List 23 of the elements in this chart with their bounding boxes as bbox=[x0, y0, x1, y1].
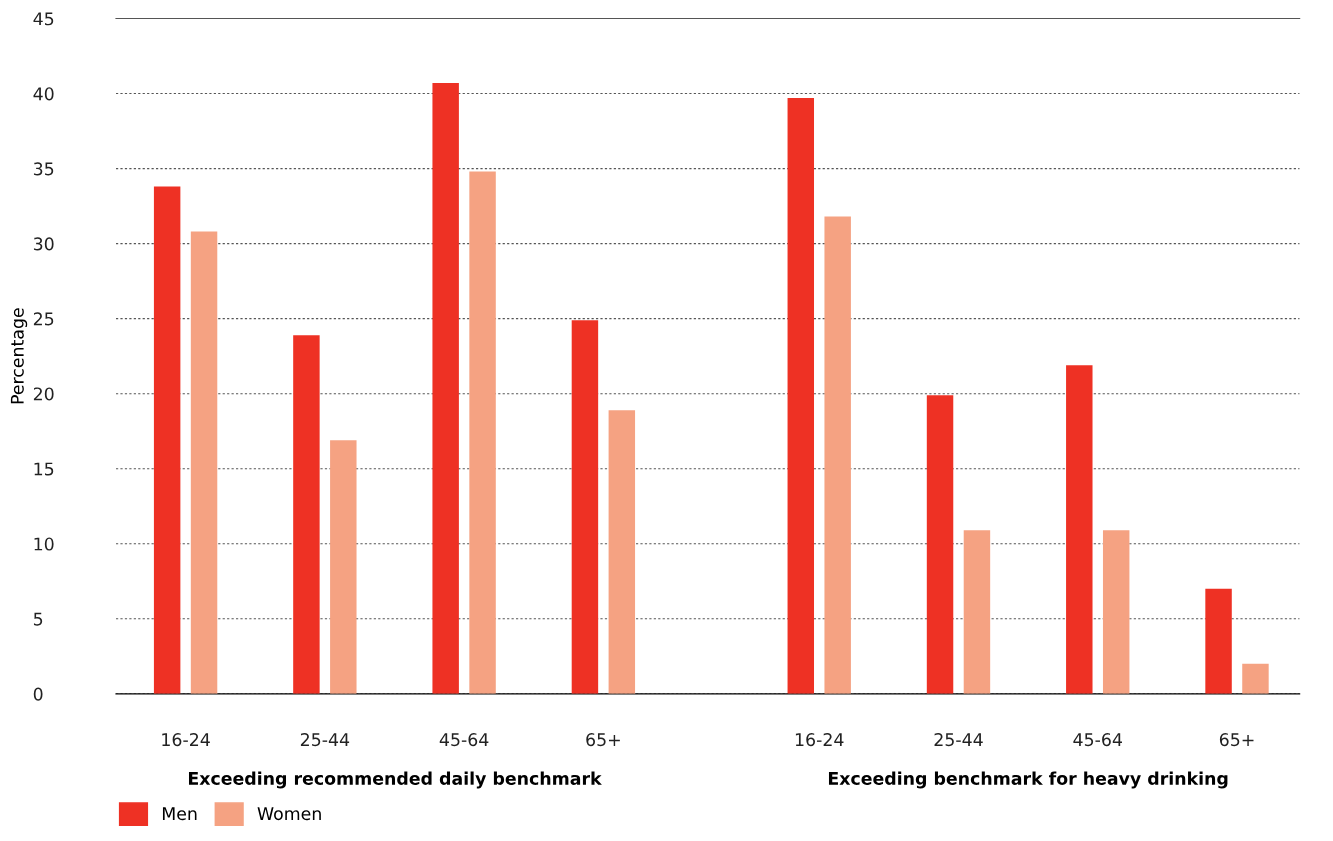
y-tick-label: 45 bbox=[33, 12, 54, 26]
x-tick-label: 65+ bbox=[1219, 733, 1254, 747]
legend-label: Women bbox=[257, 807, 321, 821]
x-tick-label: 25-44 bbox=[300, 733, 350, 747]
legend-label: Men bbox=[162, 807, 197, 821]
x-tick-label: 45-64 bbox=[439, 733, 489, 747]
y-tick-label: 30 bbox=[33, 237, 54, 251]
y-tick-label: 25 bbox=[33, 312, 54, 326]
x-tick-label: 65+ bbox=[586, 733, 620, 747]
y-tick-label: 20 bbox=[33, 387, 54, 401]
text: Exceeding recommended daily benchmark bbox=[188, 771, 602, 789]
y-tick-label: 5 bbox=[33, 612, 43, 626]
x-tick-label: 45-64 bbox=[1073, 733, 1122, 747]
y-tick-label: 15 bbox=[34, 462, 54, 476]
y-tick-label: 35 bbox=[33, 162, 54, 176]
y-tick-label: 0 bbox=[33, 687, 43, 701]
y-tick-label: 40 bbox=[33, 87, 54, 101]
y-tick-label: 10 bbox=[34, 537, 54, 551]
x-tick-label: 16-24 bbox=[795, 733, 844, 747]
x-tick-label: 25-44 bbox=[934, 733, 983, 747]
x-tick-label: 16-24 bbox=[162, 733, 210, 747]
text: Exceeding benchmark for heavy drinking bbox=[828, 771, 1228, 789]
y-axis-title: Percentage bbox=[10, 308, 28, 404]
